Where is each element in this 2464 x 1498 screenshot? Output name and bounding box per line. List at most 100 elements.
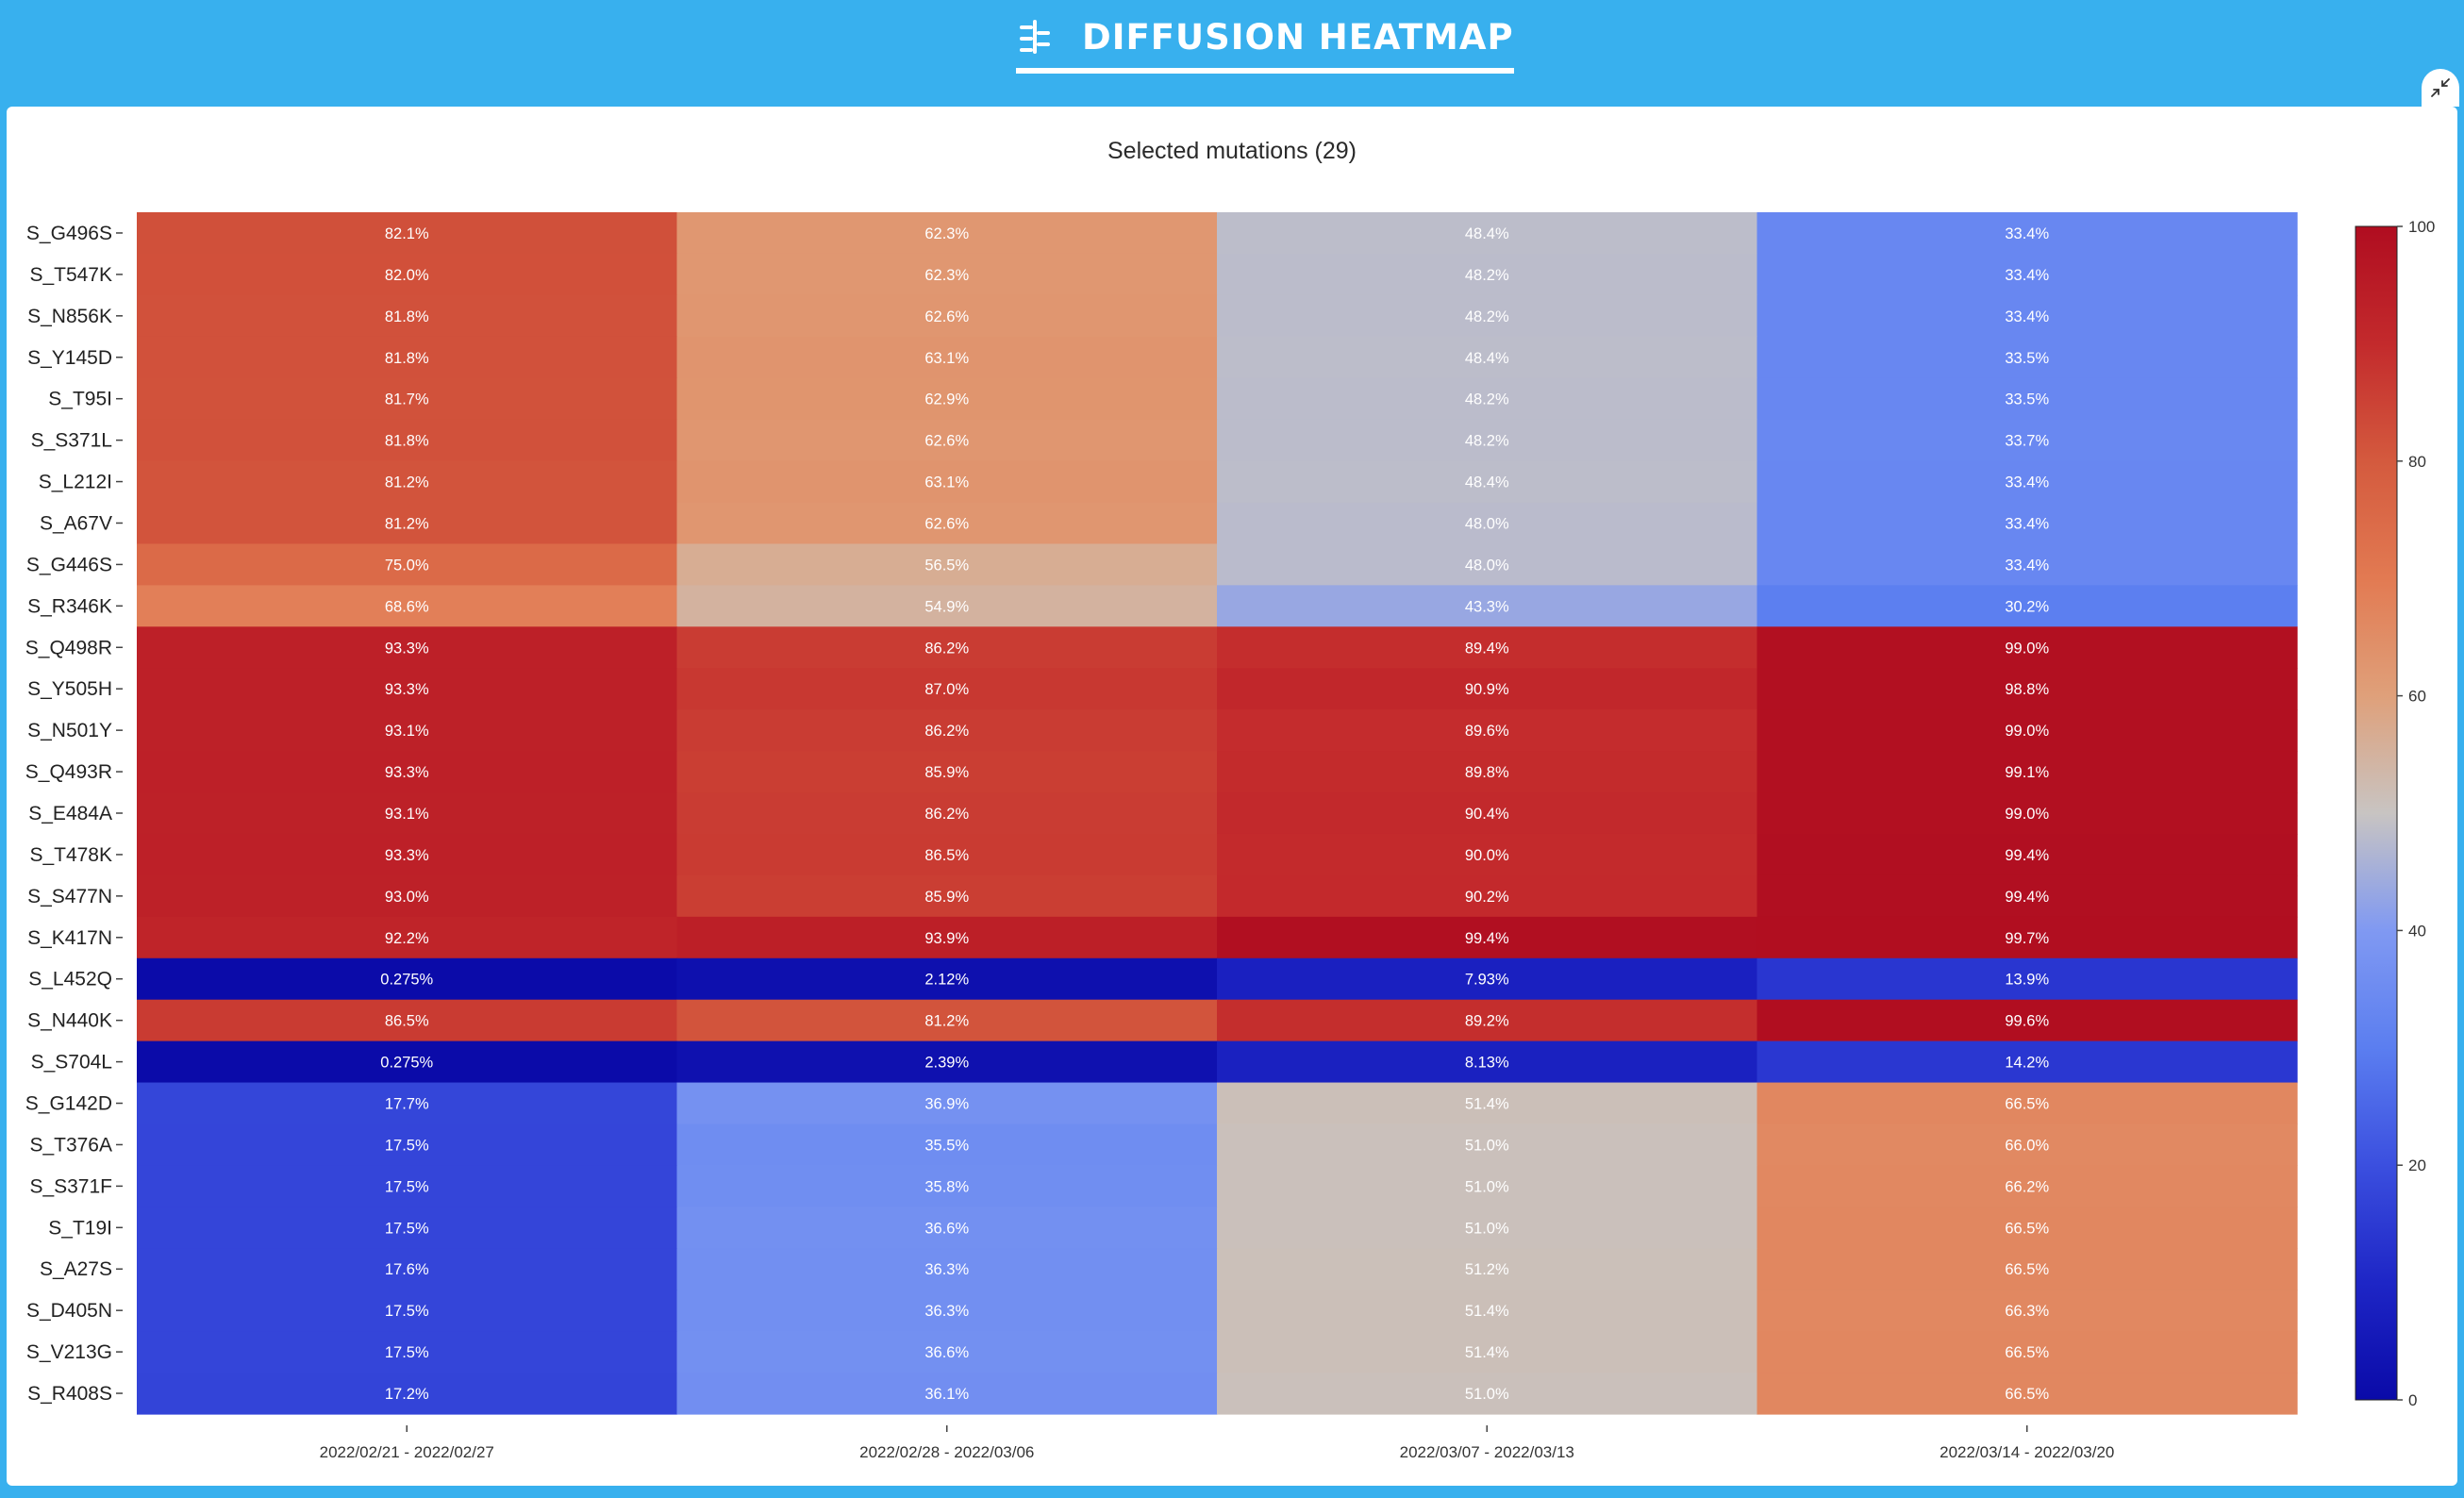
heatmap-cell — [1217, 668, 1758, 710]
cell-value-label: 17.2% — [385, 1386, 429, 1403]
x-axis-labels: 2022/02/21 - 2022/02/27 2022/02/28 - 2022… — [320, 1425, 2114, 1461]
cell-value-label: 92.2% — [385, 930, 429, 947]
cell-value-label: 89.4% — [1465, 640, 1509, 657]
cell-value-label: 68.6% — [385, 598, 429, 615]
cell-value-label: 17.5% — [385, 1303, 429, 1320]
cell-value-label: 99.7% — [2005, 930, 2049, 947]
cell-value-label: 30.2% — [2005, 598, 2049, 615]
y-tick-label: S_S477N — [27, 886, 112, 907]
colorbar: 0 20 40 60 80 100 — [2355, 218, 2435, 1409]
heatmap-cell — [137, 751, 678, 793]
heatmap-cell — [676, 1082, 1218, 1125]
cell-value-label: 36.1% — [924, 1386, 969, 1403]
heatmap-cell — [1756, 1124, 2298, 1167]
heatmap-cell — [676, 502, 1218, 545]
heatmap-cell — [1756, 1082, 2298, 1125]
cell-value-label: 33.4% — [2005, 557, 2049, 574]
diffusion-icon — [1020, 20, 1050, 54]
cell-value-label: 0.275% — [380, 1055, 433, 1072]
cell-value-label: 81.8% — [385, 308, 429, 325]
heatmap-cell — [1217, 626, 1758, 669]
cell-value-label: 99.0% — [2005, 806, 2049, 823]
heatmap-cell — [1756, 751, 2298, 793]
heatmap-cell — [676, 1165, 1218, 1207]
cell-value-label: 48.2% — [1465, 308, 1509, 325]
heatmap-cell — [676, 1373, 1218, 1415]
heatmap-cell — [1756, 419, 2298, 462]
collapse-button[interactable] — [2422, 69, 2459, 107]
heatmap-cell — [137, 874, 678, 918]
y-tick-label: S_T19I — [48, 1217, 112, 1239]
cell-value-label: 17.5% — [385, 1220, 429, 1237]
heatmap-cell — [676, 1331, 1218, 1373]
cell-value-label: 14.2% — [2005, 1055, 2049, 1072]
cell-value-label: 13.9% — [2005, 972, 2049, 989]
heatmap-cell — [676, 751, 1218, 793]
cell-value-label: 89.8% — [1465, 764, 1509, 781]
cell-value-label: 51.4% — [1465, 1344, 1509, 1361]
y-tick-label: S_S371F — [29, 1175, 112, 1197]
heatmap-cell — [1217, 460, 1758, 504]
heatmap-cell — [676, 585, 1218, 627]
cell-value-label: 99.4% — [1465, 930, 1509, 947]
heatmap-cell — [1217, 1124, 1758, 1167]
heatmap-cell — [676, 626, 1218, 669]
cell-value-label: 48.2% — [1465, 391, 1509, 408]
heatmap-cell — [1217, 833, 1758, 876]
heatmap-cell — [137, 294, 678, 338]
colorbar-tick-label: 100 — [2408, 218, 2435, 236]
cell-value-label: 33.4% — [2005, 515, 2049, 532]
cell-value-label: 93.3% — [385, 764, 429, 781]
y-tick-label: S_T376A — [29, 1134, 112, 1156]
cell-value-label: 66.5% — [2005, 1386, 2049, 1403]
cell-value-label: 51.0% — [1465, 1178, 1509, 1195]
heatmap-cell — [1756, 1165, 2298, 1207]
cell-value-label: 51.4% — [1465, 1303, 1509, 1320]
cell-value-label: 82.0% — [385, 267, 429, 284]
x-tick-label: 2022/02/21 - 2022/02/27 — [320, 1443, 494, 1461]
cell-value-label: 66.5% — [2005, 1096, 2049, 1113]
cell-value-label: 35.5% — [924, 1137, 969, 1154]
cell-value-label: 62.9% — [924, 391, 969, 408]
heatmap-cell — [137, 1207, 678, 1249]
cell-value-label: 62.3% — [924, 225, 969, 242]
heatmap-cell — [137, 502, 678, 545]
cell-value-label: 81.2% — [924, 1013, 969, 1030]
heatmap-cell — [137, 377, 678, 421]
cell-value-label: 33.4% — [2005, 225, 2049, 242]
cell-value-label: 90.0% — [1465, 847, 1509, 864]
colorbar-tick-label: 40 — [2408, 922, 2426, 940]
heatmap-cell — [1756, 460, 2298, 504]
cell-value-label: 48.4% — [1465, 350, 1509, 367]
cell-value-label: 36.6% — [924, 1344, 969, 1361]
heatmap-cell — [137, 419, 678, 462]
app-header: DIFFUSION HEATMAP — [0, 0, 2464, 106]
cell-value-label: 48.4% — [1465, 225, 1509, 242]
cell-value-label: 62.6% — [924, 433, 969, 450]
cell-value-label: 66.0% — [2005, 1137, 2049, 1154]
cell-value-label: 2.39% — [924, 1055, 969, 1072]
colorbar-tick-label: 0 — [2408, 1391, 2417, 1409]
heatmap-cell — [137, 1290, 678, 1332]
heatmap-cell — [1756, 792, 2298, 835]
cell-value-label: 48.2% — [1465, 267, 1509, 284]
heatmap-cell — [137, 792, 678, 835]
heatmap-cell — [676, 1290, 1218, 1332]
cell-value-label: 62.6% — [924, 308, 969, 325]
cell-value-label: 93.3% — [385, 640, 429, 657]
x-tick-label: 2022/03/07 - 2022/03/13 — [1400, 1443, 1574, 1461]
cell-value-label: 81.7% — [385, 391, 429, 408]
cell-value-label: 2.12% — [924, 972, 969, 989]
heatmap-cell — [1756, 336, 2298, 379]
chart-title: Selected mutations (29) — [1107, 138, 1357, 164]
heatmap-cell — [1756, 1331, 2298, 1373]
heatmap-cell — [1756, 833, 2298, 876]
heatmap-cell — [137, 1331, 678, 1373]
cell-value-label: 93.1% — [385, 806, 429, 823]
heatmap-cell — [1217, 1248, 1758, 1290]
cell-value-label: 51.0% — [1465, 1386, 1509, 1403]
heatmap-cell — [1217, 709, 1758, 752]
heatmap-cells — [137, 212, 2298, 1415]
y-tick-label: S_N440K — [27, 1010, 112, 1032]
